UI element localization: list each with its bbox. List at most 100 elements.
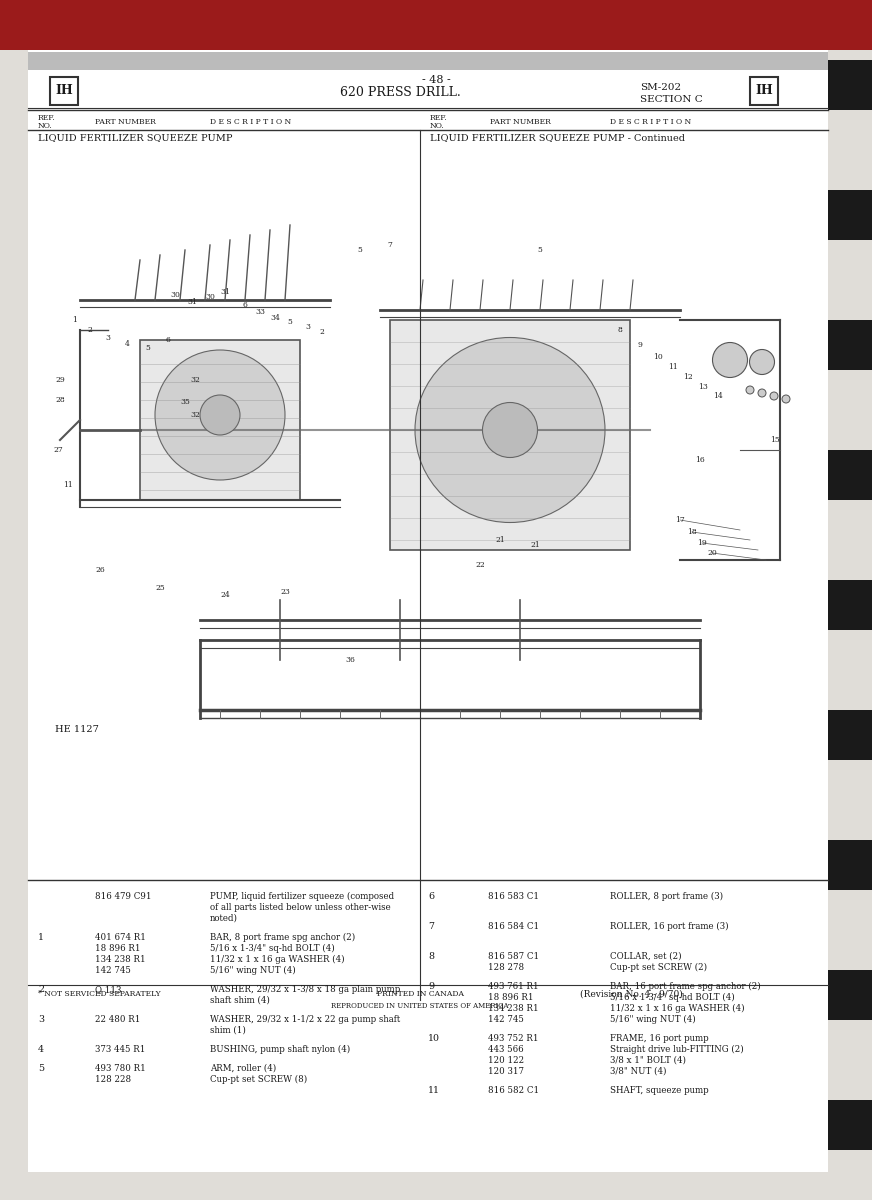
Text: 28: 28 (55, 396, 65, 404)
Text: 14: 14 (713, 392, 723, 400)
Text: 128 278: 128 278 (488, 962, 524, 972)
Text: LIQUID FERTILIZER SQUEEZE PUMP: LIQUID FERTILIZER SQUEEZE PUMP (38, 133, 233, 143)
Text: 2: 2 (319, 328, 324, 336)
Bar (0, 0, 872, 50)
Bar (28, 52, 828, 70)
Ellipse shape (200, 395, 240, 434)
Text: FRAME, 16 port pump: FRAME, 16 port pump (610, 1034, 709, 1043)
Text: IH: IH (55, 84, 73, 97)
Text: 18 896 R1: 18 896 R1 (95, 944, 140, 953)
Ellipse shape (155, 350, 285, 480)
Text: 816 584 C1: 816 584 C1 (488, 922, 539, 931)
Text: 34: 34 (270, 314, 280, 322)
Text: 3/8" NUT (4): 3/8" NUT (4) (610, 1067, 666, 1076)
Text: 443 566: 443 566 (488, 1045, 523, 1054)
Text: 5/16" wing NUT (4): 5/16" wing NUT (4) (210, 966, 296, 976)
Text: 134 238 R1: 134 238 R1 (488, 1004, 539, 1013)
Bar (828, 1100, 872, 1150)
Text: 10: 10 (428, 1034, 440, 1043)
Text: PUMP, liquid fertilizer squeeze (composed: PUMP, liquid fertilizer squeeze (compose… (210, 892, 394, 901)
Text: 25: 25 (155, 584, 165, 592)
Text: 24: 24 (220, 590, 230, 599)
Text: 493 752 R1: 493 752 R1 (488, 1034, 539, 1043)
Text: * NOT SERVICED SEPARATELY: * NOT SERVICED SEPARATELY (38, 990, 160, 998)
Text: 6: 6 (428, 892, 434, 901)
Text: 22 480 R1: 22 480 R1 (95, 1015, 140, 1024)
Text: 26: 26 (95, 566, 105, 574)
Text: D E S C R I P T I O N: D E S C R I P T I O N (210, 118, 291, 126)
Text: 12: 12 (683, 373, 693, 382)
Text: 816 583 C1: 816 583 C1 (488, 892, 539, 901)
Text: noted): noted) (210, 914, 238, 923)
Ellipse shape (782, 395, 790, 403)
Text: of all parts listed below unless other-wise: of all parts listed below unless other-w… (210, 902, 391, 912)
Text: 15: 15 (770, 436, 780, 444)
Text: HE 1127: HE 1127 (55, 726, 99, 734)
Text: 11/32 x 1 x 16 ga WASHER (4): 11/32 x 1 x 16 ga WASHER (4) (210, 955, 344, 964)
Text: 11: 11 (668, 362, 678, 371)
Ellipse shape (415, 337, 605, 522)
Text: 493 761 R1: 493 761 R1 (488, 982, 539, 991)
Text: Q 113: Q 113 (95, 985, 121, 994)
Text: 5: 5 (38, 1064, 44, 1073)
Text: 493 780 R1: 493 780 R1 (95, 1064, 146, 1073)
Text: 13: 13 (698, 383, 708, 391)
Text: REPRODUCED IN UNITED STATES OF AMERICA: REPRODUCED IN UNITED STATES OF AMERICA (331, 1002, 508, 1010)
Text: Cup-pt set SCREW (8): Cup-pt set SCREW (8) (210, 1075, 307, 1084)
Text: 142 745: 142 745 (488, 1015, 524, 1024)
Text: 816 479 C91: 816 479 C91 (95, 892, 152, 901)
Text: 31: 31 (220, 288, 230, 296)
Text: 33: 33 (255, 308, 265, 316)
Text: (Revision No. 4 - 9/70): (Revision No. 4 - 9/70) (580, 990, 683, 998)
Text: 5: 5 (288, 318, 292, 326)
Ellipse shape (746, 386, 754, 394)
Text: 816 587 C1: 816 587 C1 (488, 952, 539, 961)
Bar (828, 190, 872, 240)
Text: SHAFT, squeeze pump: SHAFT, squeeze pump (610, 1086, 709, 1094)
Text: 3: 3 (305, 323, 310, 331)
Text: 4: 4 (38, 1045, 44, 1054)
Text: 27: 27 (53, 446, 63, 454)
Text: PRINTED IN CANADA: PRINTED IN CANADA (377, 990, 464, 998)
Text: Straight drive lub-FITTING (2): Straight drive lub-FITTING (2) (610, 1045, 744, 1054)
Text: 1: 1 (72, 316, 78, 324)
Text: 16: 16 (695, 456, 705, 464)
Text: 18 896 R1: 18 896 R1 (488, 994, 534, 1002)
Text: WASHER, 29/32 x 1-3/8 x 18 ga plain pump: WASHER, 29/32 x 1-3/8 x 18 ga plain pump (210, 985, 400, 994)
Text: 8: 8 (617, 326, 623, 334)
Text: 373 445 R1: 373 445 R1 (95, 1045, 146, 1054)
Text: PART NUMBER: PART NUMBER (95, 118, 156, 126)
Text: 31: 31 (187, 298, 197, 306)
Text: NO.: NO. (38, 122, 52, 130)
Text: 11/32 x 1 x 16 ga WASHER (4): 11/32 x 1 x 16 ga WASHER (4) (610, 1004, 745, 1013)
Text: BUSHING, pump shaft nylon (4): BUSHING, pump shaft nylon (4) (210, 1045, 351, 1054)
Bar (828, 580, 872, 630)
Text: 7: 7 (428, 922, 434, 931)
Text: 5/16 x 1-3/4" sq-hd BOLT (4): 5/16 x 1-3/4" sq-hd BOLT (4) (210, 944, 335, 953)
Ellipse shape (758, 389, 766, 397)
Text: REF.: REF. (38, 114, 56, 122)
Text: shim (1): shim (1) (210, 1026, 246, 1034)
Ellipse shape (712, 342, 747, 378)
Text: 134 238 R1: 134 238 R1 (95, 955, 146, 964)
Text: COLLAR, set (2): COLLAR, set (2) (610, 952, 682, 961)
Text: 36: 36 (345, 656, 355, 664)
Text: 29: 29 (55, 376, 65, 384)
Text: WASHER, 29/32 x 1-1/2 x 22 ga pump shaft: WASHER, 29/32 x 1-1/2 x 22 ga pump shaft (210, 1015, 400, 1024)
Bar (828, 450, 872, 500)
Text: 3/8 x 1" BOLT (4): 3/8 x 1" BOLT (4) (610, 1056, 686, 1066)
Text: 22: 22 (475, 560, 485, 569)
Text: BAR, 16 port frame spg anchor (2): BAR, 16 port frame spg anchor (2) (610, 982, 760, 991)
Text: D E S C R I P T I O N: D E S C R I P T I O N (610, 118, 691, 126)
Text: Cup-pt set SCREW (2): Cup-pt set SCREW (2) (610, 962, 707, 972)
Text: 142 745: 142 745 (95, 966, 131, 974)
Text: 35: 35 (180, 398, 190, 406)
Text: 9: 9 (637, 341, 643, 349)
Bar (750, 77, 778, 104)
Text: 2: 2 (87, 326, 92, 334)
Text: 401 674 R1: 401 674 R1 (95, 934, 146, 942)
Bar (50, 77, 78, 104)
Text: REF.: REF. (430, 114, 447, 122)
Bar (140, 340, 300, 500)
Text: 19: 19 (697, 539, 707, 547)
